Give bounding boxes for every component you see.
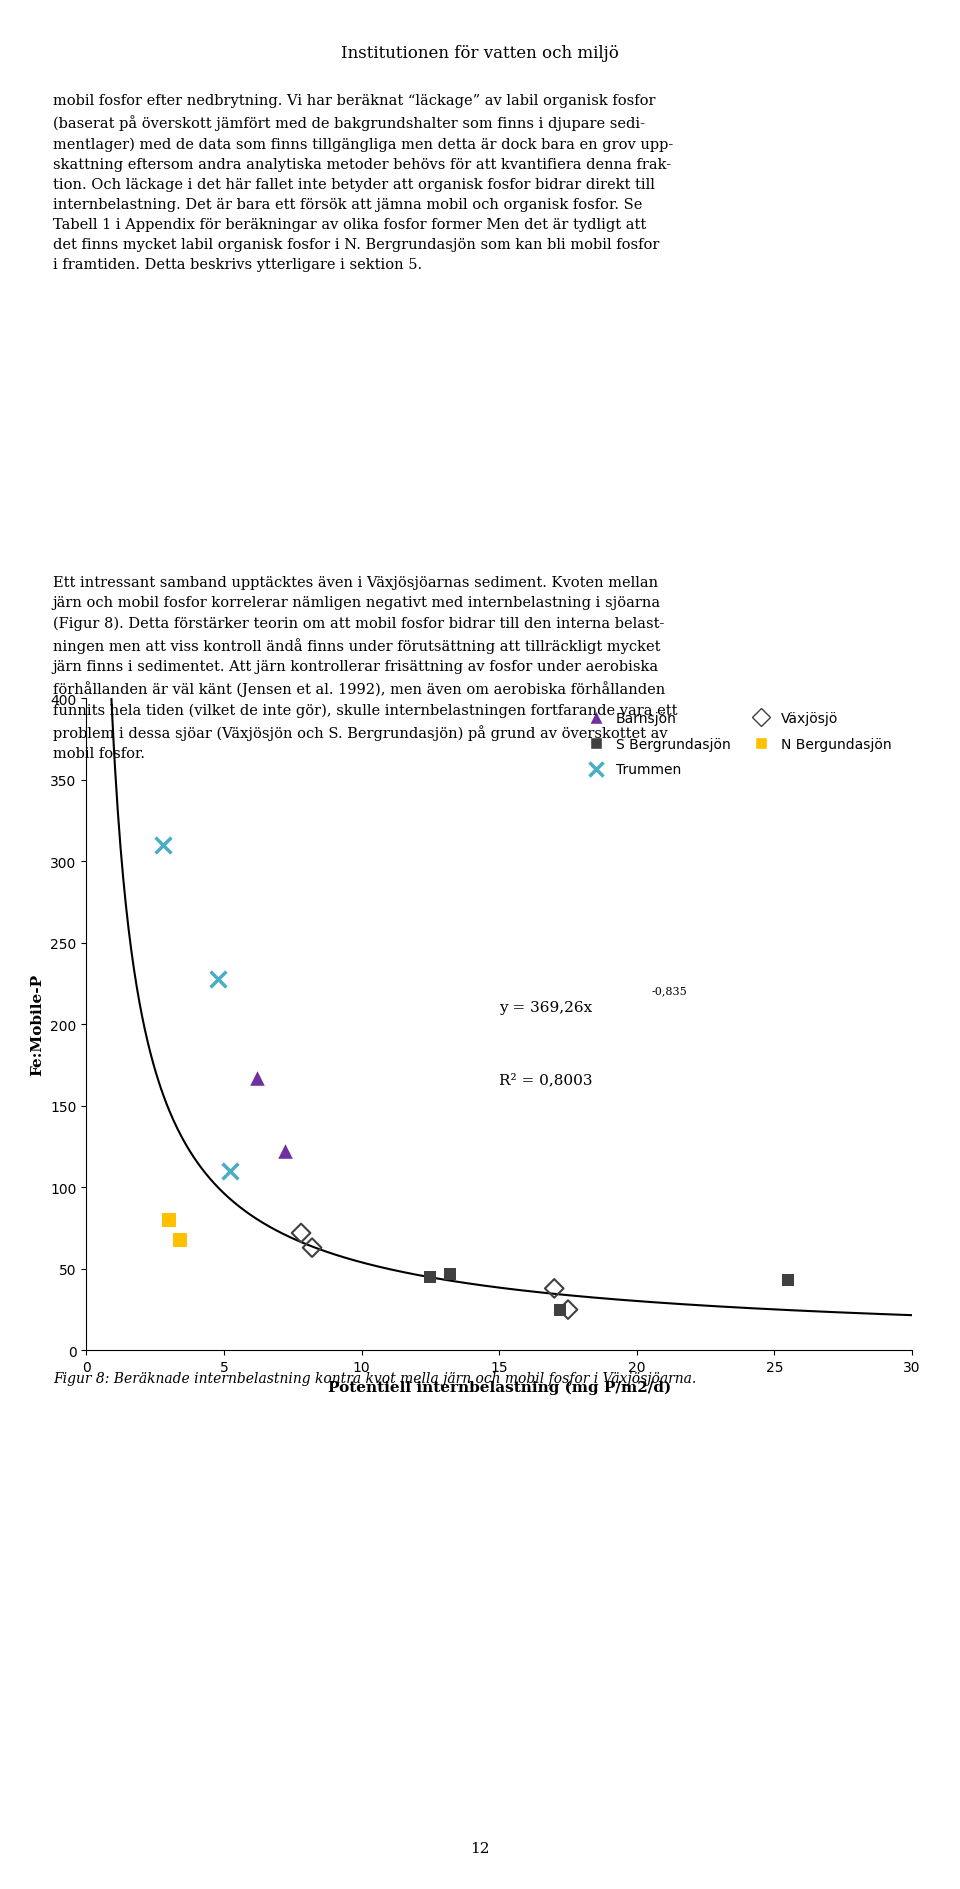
Text: Figur 8: Beräknade internbelastning kontra kvot mella järn och mobil fosfor i Vä: Figur 8: Beräknade internbelastning kont… <box>53 1371 696 1385</box>
Text: y = 369,26x: y = 369,26x <box>499 1001 592 1014</box>
Point <box>552 1294 567 1324</box>
Legend: Barnsjön, S Bergrundasjön, Trummen, Växjösjö, N Bergundasjön: Barnsjön, S Bergrundasjön, Trummen, Växj… <box>577 706 897 782</box>
Point <box>304 1234 320 1264</box>
Point <box>250 1064 265 1094</box>
Point <box>211 963 227 994</box>
Point <box>172 1224 187 1254</box>
Point <box>561 1294 576 1324</box>
Y-axis label: Fe:Mobile-P: Fe:Mobile-P <box>31 973 45 1077</box>
Text: 12: 12 <box>470 1842 490 1855</box>
Text: -0,835: -0,835 <box>652 986 687 996</box>
Point <box>422 1262 438 1292</box>
Point <box>156 831 171 861</box>
Point <box>780 1266 796 1296</box>
Point <box>294 1218 309 1249</box>
Point <box>546 1273 562 1303</box>
Text: Institutionen för vatten och miljö: Institutionen för vatten och miljö <box>341 45 619 62</box>
Text: mobil fosfor efter nedbrytning. Vi har beräknat “läckage” av labil organisk fosf: mobil fosfor efter nedbrytning. Vi har b… <box>53 94 673 272</box>
Point <box>442 1258 457 1288</box>
Point <box>276 1137 292 1167</box>
X-axis label: Potentiell internbelastning (mg P/m2/d): Potentiell internbelastning (mg P/m2/d) <box>327 1379 671 1394</box>
Point <box>161 1205 177 1235</box>
Point <box>222 1156 237 1186</box>
Text: R² = 0,8003: R² = 0,8003 <box>499 1073 592 1086</box>
Text: Ett intressant samband upptäcktes även i Växjösjöarnas sediment. Kvoten mellan
j: Ett intressant samband upptäcktes även i… <box>53 576 678 761</box>
